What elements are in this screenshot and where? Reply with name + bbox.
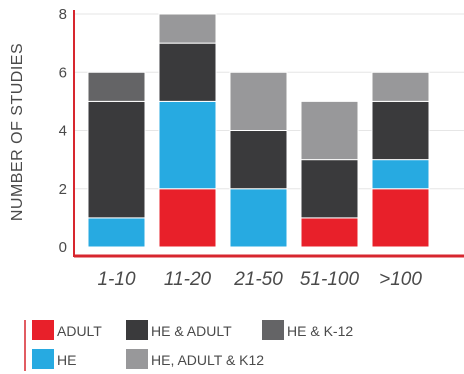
bar-segment bbox=[371, 71, 430, 102]
y-tick-label: 2 bbox=[59, 181, 67, 198]
y-tick-label: 0 bbox=[59, 239, 67, 256]
bar-segment bbox=[87, 100, 146, 219]
x-category-label: 1-10 bbox=[97, 269, 135, 290]
bar-segment bbox=[371, 100, 430, 161]
bar-segment bbox=[371, 188, 430, 248]
legend-label: HE & ADULT bbox=[151, 323, 232, 339]
legend-label: ADULT bbox=[57, 323, 102, 339]
legend-swatch bbox=[126, 320, 148, 340]
x-category-label: >100 bbox=[379, 269, 422, 290]
bar-segment bbox=[229, 130, 288, 190]
legend-swatch bbox=[126, 349, 148, 369]
y-axis-title: NUMBER OF STUDIES bbox=[9, 43, 26, 221]
x-category-labels: 1-10 11-20 21-50 51-100 >100 bbox=[97, 269, 422, 290]
bar-segment bbox=[158, 188, 217, 248]
bar-segment bbox=[371, 159, 430, 190]
x-category-label: 11-20 bbox=[164, 269, 212, 290]
bar-segment bbox=[229, 71, 288, 131]
legend-swatch bbox=[32, 349, 54, 369]
y-tick-label: 4 bbox=[59, 123, 67, 140]
bar-segment bbox=[87, 217, 146, 248]
x-category-label: 21-50 bbox=[233, 269, 283, 290]
bar-segment bbox=[87, 71, 146, 102]
y-tick-label: 8 bbox=[59, 6, 67, 23]
bar-segment bbox=[158, 42, 217, 102]
bar-segment bbox=[158, 100, 217, 190]
y-tick-labels: 0 2 4 6 8 bbox=[59, 6, 67, 256]
legend-label: HE & K-12 bbox=[287, 323, 353, 339]
bar-segment bbox=[229, 188, 288, 248]
bar-segment bbox=[158, 13, 217, 44]
legend-label: HE bbox=[57, 352, 76, 368]
axes bbox=[73, 10, 464, 258]
bar-segment bbox=[300, 217, 359, 248]
legend: ADULT HE HE & ADULT HE, ADULT & K12 HE & K-1… bbox=[24, 320, 353, 371]
x-category-label: 51-100 bbox=[300, 269, 360, 290]
bars bbox=[87, 13, 430, 248]
legend-swatch bbox=[262, 320, 284, 340]
bar-segment bbox=[300, 100, 359, 161]
legend-swatch bbox=[32, 320, 54, 340]
y-tick-label: 6 bbox=[59, 64, 67, 81]
legend-label: HE, ADULT & K12 bbox=[151, 352, 264, 368]
bar-segment bbox=[300, 159, 359, 219]
